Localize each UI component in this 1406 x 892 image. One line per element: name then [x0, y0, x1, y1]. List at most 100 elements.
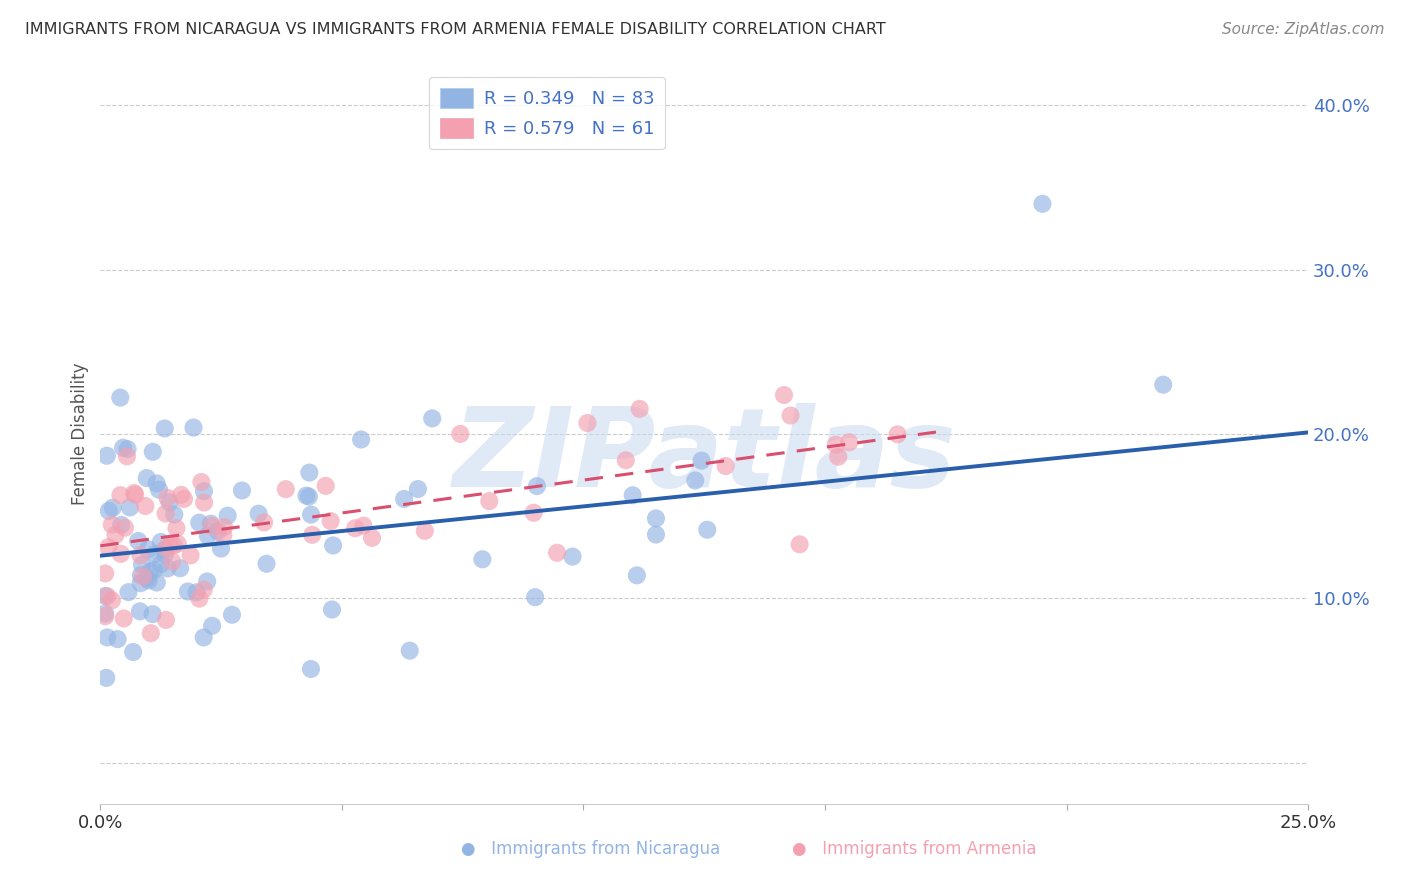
Point	[142, 607, 165, 621]
Y-axis label: Female Disability: Female Disability	[72, 363, 89, 505]
Point	[94, 609, 117, 624]
Point	[101, 593, 124, 607]
Point	[100, 517, 122, 532]
Point	[193, 631, 215, 645]
Point	[156, 491, 179, 505]
Point	[322, 539, 344, 553]
Point	[212, 528, 235, 542]
Point	[134, 499, 156, 513]
Point	[97, 540, 120, 554]
Point	[546, 546, 568, 560]
Point	[129, 604, 152, 618]
Point	[398, 643, 420, 657]
Point	[159, 495, 181, 509]
Point	[155, 507, 177, 521]
Point	[420, 411, 443, 425]
Point	[94, 566, 117, 581]
Point	[94, 607, 117, 621]
Point	[146, 575, 169, 590]
Point	[621, 488, 644, 502]
Point	[524, 590, 547, 604]
Point	[145, 476, 167, 491]
Point	[107, 632, 129, 646]
Point	[1152, 377, 1174, 392]
Point	[142, 563, 165, 577]
Point	[132, 569, 155, 583]
Point	[188, 591, 211, 606]
Point	[413, 524, 436, 538]
Point	[193, 582, 215, 597]
Point	[159, 539, 181, 553]
Point	[207, 524, 229, 538]
Point	[129, 576, 152, 591]
Point	[96, 631, 118, 645]
Point	[301, 528, 323, 542]
Point	[827, 450, 849, 464]
Point	[392, 491, 415, 506]
Point	[112, 441, 135, 455]
Point	[201, 619, 224, 633]
Point	[112, 611, 135, 625]
Point	[789, 537, 811, 551]
Point	[319, 514, 342, 528]
Point	[110, 547, 132, 561]
Point	[212, 520, 235, 534]
Text: ZIPatlas: ZIPatlas	[453, 402, 956, 509]
Text: Source: ZipAtlas.com: Source: ZipAtlas.com	[1222, 22, 1385, 37]
Point	[166, 521, 188, 535]
Point	[169, 561, 191, 575]
Point	[274, 482, 297, 496]
Text: IMMIGRANTS FROM NICARAGUA VS IMMIGRANTS FROM ARMENIA FEMALE DISABILITY CORRELATI: IMMIGRANTS FROM NICARAGUA VS IMMIGRANTS …	[25, 22, 886, 37]
Point	[129, 568, 152, 582]
Point	[683, 474, 706, 488]
Point	[197, 529, 219, 543]
Point	[118, 500, 141, 515]
Point	[696, 523, 718, 537]
Point	[217, 508, 239, 523]
Point	[142, 445, 165, 459]
Point	[299, 508, 322, 522]
Point	[148, 483, 170, 497]
Point	[201, 519, 224, 533]
Point	[824, 438, 846, 452]
Point	[193, 495, 215, 509]
Point	[139, 564, 162, 578]
Point	[449, 426, 471, 441]
Point	[298, 466, 321, 480]
Point	[110, 517, 132, 532]
Point	[136, 542, 159, 557]
Point	[96, 671, 118, 685]
Point	[773, 388, 796, 402]
Point	[195, 574, 218, 589]
Point	[180, 549, 202, 563]
Point	[626, 568, 648, 582]
Point	[344, 521, 367, 535]
Point	[122, 645, 145, 659]
Point	[406, 482, 429, 496]
Point	[256, 557, 278, 571]
Point	[576, 416, 599, 430]
Point	[350, 433, 373, 447]
Point	[149, 558, 172, 572]
Point	[361, 531, 384, 545]
Point	[115, 450, 138, 464]
Point	[153, 547, 176, 561]
Point	[714, 458, 737, 473]
Point	[183, 420, 205, 434]
Point	[177, 584, 200, 599]
Point	[129, 548, 152, 562]
Point	[690, 453, 713, 467]
Point	[110, 391, 132, 405]
Point	[173, 491, 195, 506]
Point	[886, 427, 908, 442]
Point	[779, 409, 801, 423]
Point	[122, 486, 145, 500]
Point	[561, 549, 583, 564]
Point	[94, 589, 117, 603]
Point	[295, 489, 318, 503]
Point	[645, 527, 668, 541]
Point	[153, 421, 176, 435]
Point	[156, 561, 179, 575]
Point	[153, 543, 176, 558]
Point	[170, 488, 193, 502]
